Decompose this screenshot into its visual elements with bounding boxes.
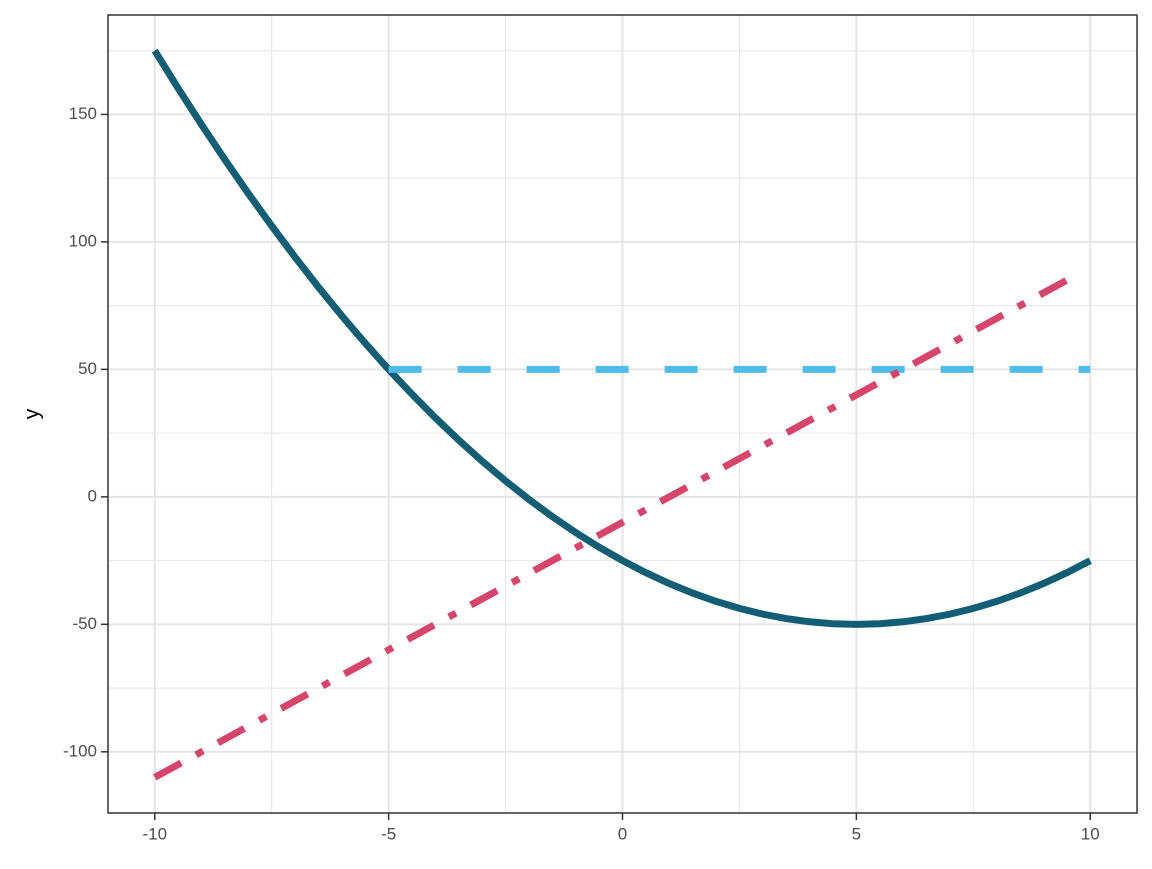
y-tick-label: 100 (69, 231, 97, 250)
y-tick-label: -50 (72, 614, 97, 633)
line-series (153, 274, 1074, 781)
y-tick-label: 150 (69, 104, 97, 123)
plot-border (107, 14, 1138, 814)
x-tick-label: -5 (381, 824, 396, 843)
y-tick-label: 50 (78, 359, 97, 378)
x-tick-label: 5 (852, 824, 861, 843)
y-tick-label: 0 (88, 486, 97, 505)
y-axis-label: y (21, 408, 44, 419)
line-series (151, 48, 1092, 628)
x-tick-label: 10 (1081, 824, 1100, 843)
x-tick-label: -10 (142, 824, 167, 843)
y-tick-label: -100 (63, 741, 97, 760)
x-tick-label: 0 (618, 824, 627, 843)
